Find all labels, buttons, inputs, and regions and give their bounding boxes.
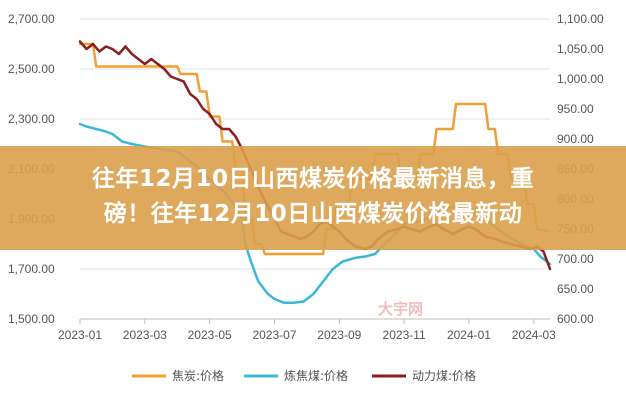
right-tick-label: 1,050.00	[557, 42, 604, 56]
left-tick-label: 2,700.00	[8, 12, 55, 26]
headline-line-2: 磅！往年12月10日山西煤炭价格最新动	[103, 201, 523, 227]
x-tick-label: 2023-03	[123, 328, 167, 342]
right-tick-label: 900.00	[557, 132, 594, 146]
right-tick-label: 600.00	[557, 312, 594, 326]
right-tick-label: 700.00	[557, 252, 594, 266]
x-tick-label: 2023-05	[188, 328, 232, 342]
legend-label-2: 炼焦煤:价格	[284, 368, 348, 383]
x-tick-label: 2023-11	[383, 328, 426, 342]
legend-label-1: 焦炭:价格	[172, 368, 224, 383]
headline-line-1: 往年12月10日山西煤炭价格最新消息，重	[91, 166, 534, 192]
headline-banner: 往年12月10日山西煤炭价格最新消息，重 磅！往年12月10日山西煤炭价格最新动	[0, 146, 626, 250]
legend: 焦炭:价格 炼焦煤:价格 动力煤:价格	[132, 368, 476, 383]
left-tick-label: 2,500.00	[8, 62, 55, 76]
watermark: 大宇网	[378, 300, 424, 318]
right-tick-label: 1,100.00	[557, 12, 604, 26]
right-tick-label: 950.00	[557, 102, 594, 116]
right-tick-label: 1,000.00	[557, 72, 604, 86]
left-tick-label: 1,500.00	[8, 312, 55, 326]
x-tick-label: 2023-07	[252, 328, 296, 342]
left-tick-label: 1,700.00	[8, 262, 55, 276]
series-line-1	[78, 42, 552, 256]
left-tick-label: 2,300.00	[8, 112, 55, 126]
x-tick-label: 2024-03	[512, 328, 556, 342]
x-tick-label: 2023-01	[58, 328, 102, 342]
right-tick-label: 650.00	[557, 282, 594, 296]
x-tick-label: 2023-09	[317, 328, 361, 342]
x-tick-label: 2024-01	[447, 328, 491, 342]
legend-label-3: 动力煤:价格	[412, 368, 476, 383]
x-axis-ticks: 2023-01 2023-03 2023-05 2023-07 2023-09 2023-…	[58, 319, 556, 342]
